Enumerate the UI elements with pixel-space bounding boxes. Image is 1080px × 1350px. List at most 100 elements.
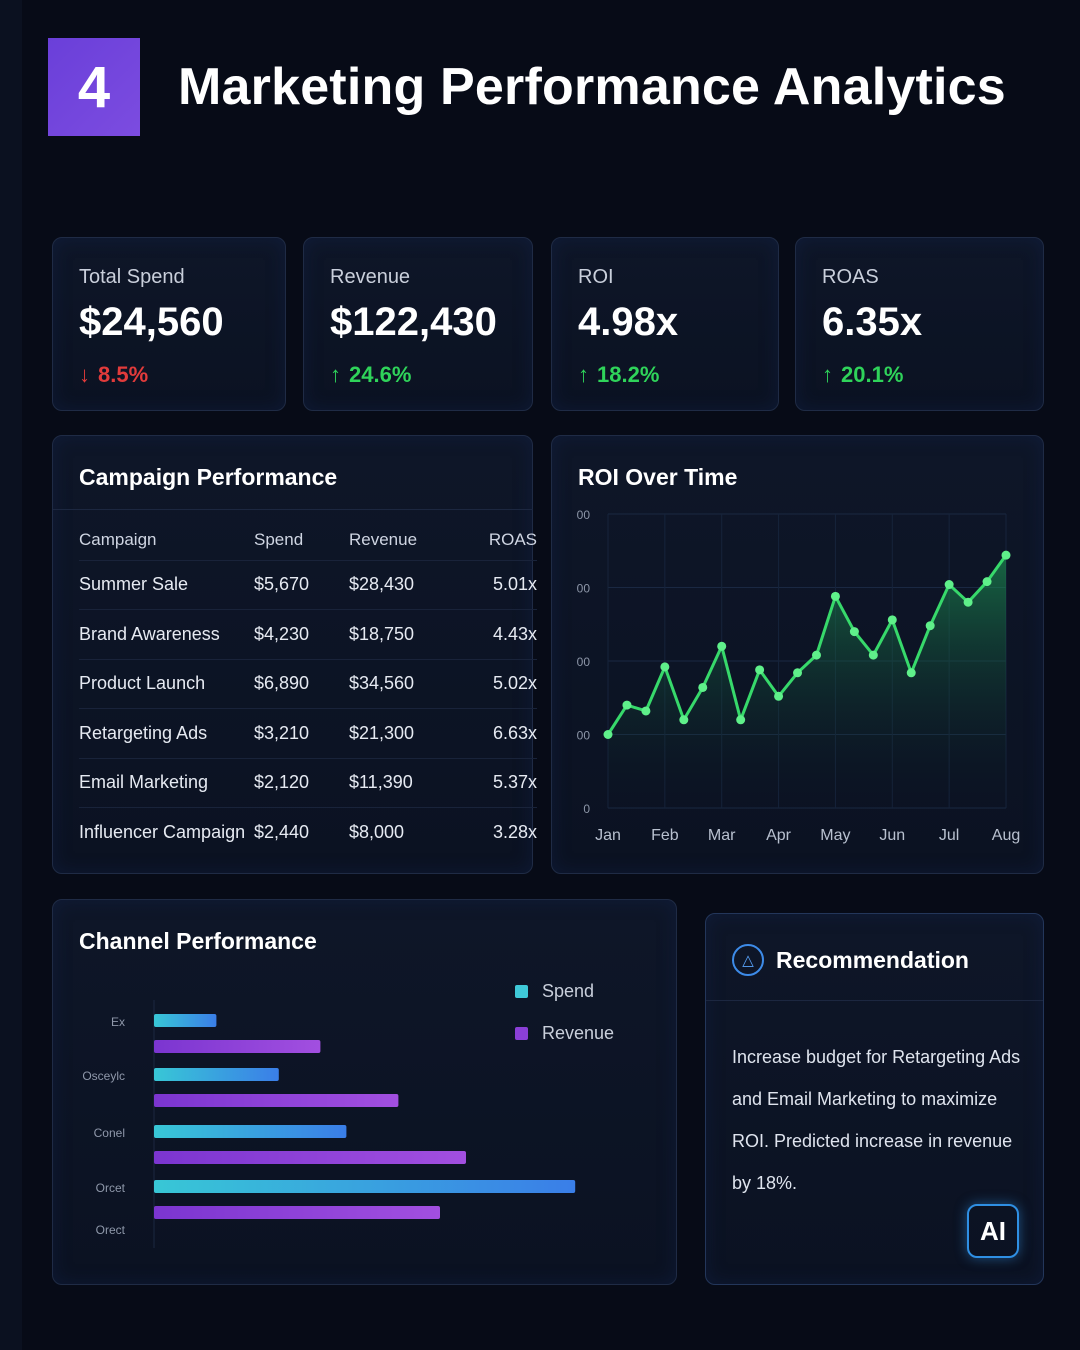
kpi-label: Total Spend <box>79 266 185 288</box>
cell-spend: $2,120 <box>254 757 349 808</box>
roi-over-time-panel: ROI Over Time 0 00 00 00 00 Jan Feb Mar Apr May Ju… <box>551 435 1044 874</box>
kpi-card-roi[interactable]: ROI 4.98x ↑ 18.2% <box>551 237 779 411</box>
x-tick-label: Jul <box>939 827 959 844</box>
data-point <box>622 700 632 710</box>
x-tick-label: Jun <box>879 827 905 844</box>
column-header-roas[interactable]: ROAS <box>488 529 537 549</box>
roi-series-line <box>606 554 1008 736</box>
data-point <box>660 662 670 672</box>
table-row[interactable]: Email Marketing $2,120 $11,390 5.37x <box>79 757 537 808</box>
x-tick-label: Apr <box>766 827 792 844</box>
column-header-revenue[interactable]: Revenue <box>349 529 418 549</box>
bar-revenue <box>154 1040 321 1053</box>
legend-item-revenue[interactable]: Revenue <box>515 1012 614 1054</box>
legend-item-spend[interactable]: Spend <box>515 970 614 1012</box>
ai-assistant-icon: △ <box>732 944 764 976</box>
kpi-delta: ↑ 18.2% <box>578 362 659 388</box>
chart-legend: Spend Revenue <box>515 970 614 1054</box>
table-row[interactable]: Product Launch $6,890 $34,560 5.02x <box>79 658 537 709</box>
y-tick-label: 00 <box>577 582 591 596</box>
x-tick-label: Jan <box>595 827 621 844</box>
table-row[interactable]: Summer Sale $5,670 $28,430 5.01x <box>79 559 537 610</box>
column-header-spend[interactable]: Spend <box>254 529 304 549</box>
data-point <box>736 715 746 725</box>
y-tick-label: 00 <box>577 508 591 522</box>
bar-spend <box>154 1014 217 1027</box>
legend-label-spend: Spend <box>542 980 595 1001</box>
cell-campaign: Retargeting Ads <box>79 708 254 758</box>
cell-revenue: $28,430 <box>349 559 459 610</box>
kpi-card-revenue[interactable]: Revenue $122,430 ↑ 24.6% <box>303 237 533 411</box>
kpi-delta-value: 8.5% <box>98 362 149 387</box>
table-row[interactable]: Influencer Campaign $2,440 $8,000 3.28x <box>79 807 537 857</box>
arrow-up-icon: ↑ <box>330 362 341 387</box>
y-tick-label: 0 <box>583 802 590 816</box>
x-tick-label: Feb <box>651 827 679 844</box>
cell-roas: 4.43x <box>459 609 537 659</box>
left-edge <box>0 0 22 1350</box>
category-label: Orect <box>96 1223 126 1237</box>
category-label: Osceylc <box>82 1069 125 1083</box>
category-label: Ex <box>111 1015 125 1029</box>
kpi-value: 6.35x <box>822 300 923 344</box>
cell-roas: 5.02x <box>459 658 537 709</box>
recommendation-header: △ Recommendation <box>732 944 969 976</box>
recommendation-panel: △ Recommendation Increase budget for Ret… <box>705 913 1044 1285</box>
kpi-label: ROAS <box>822 266 879 288</box>
x-tick-label: Aug <box>992 827 1020 844</box>
channel-chart-title: Channel Performance <box>79 928 317 954</box>
cell-roas: 6.63x <box>459 708 537 758</box>
kpi-delta: ↑ 20.1% <box>822 362 903 388</box>
ai-badge-icon[interactable]: AI <box>967 1204 1019 1258</box>
cell-campaign: Brand Awareness <box>79 609 254 659</box>
cell-roas: 3.28x <box>459 807 537 857</box>
table-header-row: Campaign Spend Revenue ROAS <box>79 520 537 560</box>
arrow-up-icon: ↑ <box>822 362 833 387</box>
kpi-card-roas[interactable]: ROAS 6.35x ↑ 20.1% <box>795 237 1044 411</box>
data-point <box>906 668 916 678</box>
data-point <box>793 668 803 678</box>
y-tick-label: 00 <box>577 729 591 743</box>
table-row[interactable]: Retargeting Ads $3,210 $21,300 6.63x <box>79 708 537 758</box>
kpi-value: 4.98x <box>578 300 679 344</box>
cell-roas: 5.01x <box>459 559 537 610</box>
kpi-delta: ↑ 24.6% <box>330 362 411 388</box>
cell-campaign: Summer Sale <box>79 559 254 610</box>
kpi-delta: ↓ 8.5% <box>79 362 148 388</box>
cell-revenue: $34,560 <box>349 658 459 709</box>
cell-campaign: Email Marketing <box>79 757 254 808</box>
cell-spend: $2,440 <box>254 807 349 857</box>
bar-revenue <box>154 1151 466 1164</box>
arrow-up-icon: ↑ <box>578 362 589 387</box>
table-row[interactable]: Brand Awareness $4,230 $18,750 4.43x <box>79 609 537 659</box>
campaign-performance-panel: Campaign Performance Campaign Spend Reve… <box>52 435 537 874</box>
data-point <box>963 597 973 607</box>
channel-bar-chart[interactable]: Ex Osceylc Conel Orcet Orect <box>53 900 678 1286</box>
bar-revenue <box>154 1094 399 1107</box>
channel-performance-panel: Channel Performance Spend Revenue Ex Osce… <box>52 899 677 1285</box>
section-number-badge: 4 <box>48 38 140 136</box>
category-label: Conel <box>94 1126 125 1140</box>
legend-swatch-revenue <box>515 1026 528 1040</box>
data-point <box>868 650 878 660</box>
cell-spend: $5,670 <box>254 559 349 610</box>
page-title: Marketing Performance Analytics <box>178 58 1006 116</box>
legend-swatch-spend <box>515 984 528 998</box>
data-point <box>830 591 840 601</box>
arrow-down-icon: ↓ <box>79 362 90 387</box>
data-point <box>1001 550 1011 560</box>
kpi-card-total-spend[interactable]: Total Spend $24,560 ↓ 8.5% <box>52 237 286 411</box>
cell-revenue: $18,750 <box>349 609 459 659</box>
data-point <box>774 691 784 701</box>
bar-spend <box>154 1180 576 1193</box>
data-point <box>982 577 992 587</box>
cell-campaign: Influencer Campaign <box>79 807 254 857</box>
cell-revenue: $21,300 <box>349 708 459 758</box>
recommendation-title: Recommendation <box>776 946 969 973</box>
column-header-campaign[interactable]: Campaign <box>79 529 157 549</box>
bar-spend <box>154 1125 347 1138</box>
data-point <box>679 715 689 725</box>
divider <box>53 509 533 510</box>
kpi-delta-value: 24.6% <box>349 362 412 387</box>
